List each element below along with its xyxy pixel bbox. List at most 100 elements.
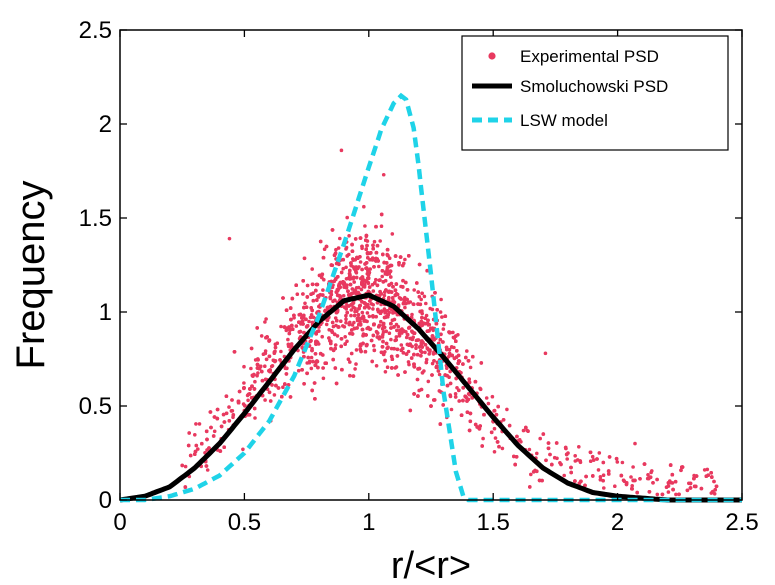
data-point	[673, 479, 678, 484]
data-point	[363, 349, 368, 354]
data-point	[447, 351, 452, 356]
data-point	[445, 383, 450, 388]
data-point	[477, 427, 482, 431]
data-point	[357, 306, 361, 311]
data-point	[401, 278, 405, 283]
data-point	[428, 306, 433, 311]
data-point	[373, 281, 377, 285]
data-point	[453, 392, 458, 396]
data-point	[393, 288, 398, 293]
data-point	[497, 444, 501, 449]
data-point	[365, 243, 369, 248]
data-point	[380, 274, 385, 279]
data-point	[416, 338, 421, 342]
data-point	[409, 356, 414, 360]
data-point	[263, 398, 267, 402]
data-point	[310, 348, 314, 353]
data-point	[315, 298, 319, 302]
data-point	[588, 450, 593, 455]
data-point	[468, 411, 473, 416]
data-point	[345, 339, 349, 344]
data-point	[434, 321, 439, 326]
data-point	[349, 261, 353, 265]
data-point	[363, 302, 368, 306]
data-point	[379, 350, 384, 355]
data-point	[281, 385, 285, 390]
data-point	[546, 446, 551, 451]
data-point	[314, 339, 318, 344]
data-point	[670, 472, 675, 477]
data-point	[287, 331, 292, 336]
data-point	[321, 293, 325, 297]
data-point	[457, 399, 462, 403]
data-point	[597, 451, 602, 455]
data-point	[322, 247, 327, 251]
data-point	[448, 394, 453, 399]
data-point	[535, 451, 539, 456]
data-point	[650, 469, 654, 473]
data-point	[615, 460, 620, 464]
data-point	[290, 327, 295, 332]
data-point	[350, 328, 354, 332]
data-point	[426, 379, 431, 384]
data-point	[425, 329, 430, 334]
data-point	[348, 274, 352, 279]
data-point	[482, 412, 486, 417]
data-point	[513, 462, 517, 467]
data-point	[255, 362, 260, 367]
data-point	[381, 321, 386, 326]
data-point	[527, 447, 532, 452]
data-point	[350, 242, 354, 247]
data-point	[448, 369, 453, 374]
data-point	[601, 460, 606, 465]
data-point	[433, 291, 437, 295]
data-point	[554, 441, 559, 445]
data-point	[205, 468, 210, 472]
data-point	[396, 324, 401, 329]
data-point	[565, 457, 569, 461]
data-point	[249, 366, 253, 371]
data-point	[231, 413, 236, 417]
data-point	[624, 481, 629, 485]
data-point	[257, 366, 262, 371]
data-point	[432, 398, 436, 402]
data-point	[418, 349, 423, 353]
data-point	[424, 313, 429, 318]
data-point	[371, 307, 375, 311]
data-point	[537, 478, 542, 483]
data-point	[415, 281, 419, 285]
data-point	[255, 326, 259, 330]
data-point	[710, 475, 714, 479]
data-point	[320, 272, 325, 277]
data-point	[619, 473, 624, 478]
data-point	[478, 386, 482, 391]
y-tick-label: 0	[99, 487, 112, 514]
data-point	[613, 484, 617, 489]
data-point	[461, 362, 465, 366]
data-point	[711, 489, 715, 494]
data-point	[468, 365, 473, 370]
data-point	[259, 334, 264, 338]
data-point	[390, 232, 395, 236]
data-point	[412, 392, 416, 396]
data-point	[274, 383, 278, 388]
data-point	[369, 338, 374, 343]
data-point	[655, 477, 659, 482]
data-point	[318, 239, 323, 244]
data-point	[467, 380, 472, 385]
data-point	[300, 368, 304, 372]
data-point	[272, 350, 277, 355]
data-point	[543, 351, 548, 356]
data-point	[334, 310, 339, 315]
data-point	[392, 317, 397, 322]
data-point	[515, 434, 519, 439]
data-point	[384, 341, 389, 346]
data-point	[314, 282, 319, 287]
data-point	[391, 285, 395, 289]
data-point	[400, 346, 405, 351]
data-point	[408, 336, 413, 341]
data-point	[361, 333, 365, 338]
data-point	[417, 262, 422, 267]
data-point	[344, 313, 348, 318]
